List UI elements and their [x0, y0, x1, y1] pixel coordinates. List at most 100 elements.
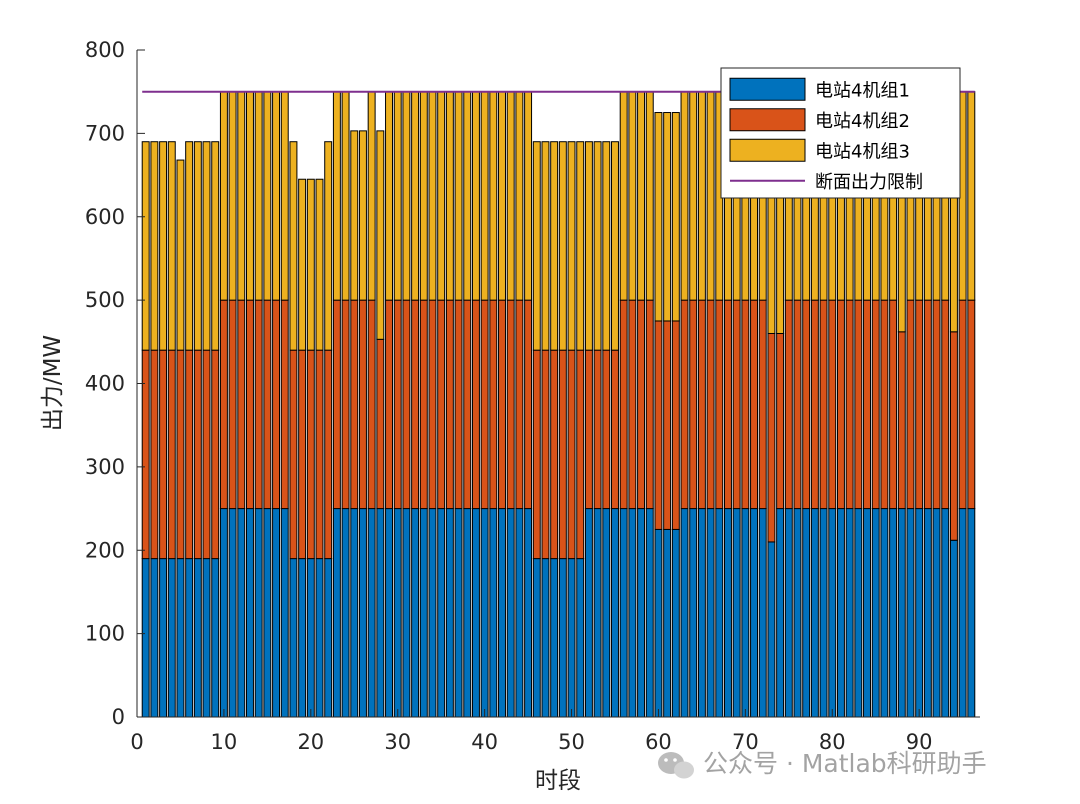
- bar-seg-2-t26: [358, 299, 367, 510]
- bar-seg-1-t3: [159, 558, 168, 718]
- bar-seg-2-t37: [454, 299, 463, 510]
- bar-seg-1-t58: [637, 508, 646, 718]
- bar-seg-2-t51: [576, 349, 585, 560]
- bar-seg-1-t29: [385, 508, 393, 718]
- bar-seg-2-t50: [567, 349, 576, 560]
- bar-seg-1-t20: [306, 558, 315, 718]
- bar-seg-2-t80: [828, 299, 837, 510]
- bar-seg-3-t13: [246, 91, 254, 301]
- bar-seg-1-t64: [689, 508, 698, 718]
- y-tick-label: 0: [112, 705, 125, 729]
- bar-seg-2-t73: [767, 332, 776, 543]
- bar-seg-3-t48: [550, 141, 559, 351]
- bar-seg-2-t2: [150, 349, 159, 560]
- bar-seg-1-t75: [784, 508, 793, 718]
- bar-seg-1-t92: [932, 508, 941, 718]
- bar-seg-1-t96: [967, 508, 976, 718]
- bar-seg-1-t55: [611, 508, 619, 718]
- bar-seg-3-t1: [141, 141, 150, 351]
- bar-seg-2-t52: [584, 349, 593, 510]
- legend-label-4: 断面出力限制: [815, 172, 923, 193]
- bar-seg-3-t27: [367, 91, 376, 301]
- watermark-text: 公众号 · Matlab科研助手: [703, 749, 987, 778]
- y-tick-label: 800: [85, 38, 125, 62]
- bar-seg-3-t31: [402, 91, 411, 301]
- bar-seg-1-t80: [828, 508, 837, 718]
- bar-seg-1-t38: [463, 508, 472, 718]
- bar-seg-1-t71: [750, 508, 759, 718]
- x-tick-label: 80: [819, 730, 846, 754]
- bar-seg-3-t18: [289, 141, 298, 351]
- bars-layer: [141, 91, 976, 718]
- bar-seg-1-t47: [541, 558, 550, 718]
- bar-seg-1-t79: [819, 508, 828, 718]
- bar-seg-2-t95: [958, 299, 967, 510]
- bar-seg-2-t83: [854, 299, 863, 510]
- bar-seg-2-t46: [532, 349, 541, 560]
- y-tick-label: 100: [85, 622, 125, 646]
- bar-seg-1-t11: [228, 508, 237, 718]
- bar-seg-1-t81: [836, 508, 845, 718]
- bar-seg-1-t83: [854, 508, 863, 718]
- bar-seg-2-t54: [602, 349, 611, 510]
- x-axis-title: 时段: [535, 768, 581, 794]
- bar-seg-3-t53: [593, 141, 602, 351]
- bar-seg-3-t38: [463, 91, 472, 301]
- bar-seg-3-t41: [489, 91, 498, 301]
- bar-seg-1-t37: [454, 508, 463, 718]
- bar-seg-3-t15: [263, 91, 272, 301]
- bar-seg-3-t19: [298, 178, 307, 351]
- bar-seg-1-t63: [680, 508, 689, 718]
- bar-seg-2-t36: [445, 299, 454, 510]
- bar-seg-2-t85: [871, 299, 880, 510]
- bar-seg-2-t6: [185, 349, 194, 560]
- legend-label-3: 电站4机组3: [815, 141, 910, 162]
- bar-seg-3-t54: [602, 141, 611, 351]
- bar-seg-2-t56: [619, 299, 628, 510]
- bar-seg-1-t19: [298, 558, 307, 718]
- bar-seg-1-t32: [411, 508, 420, 718]
- bar-seg-2-t91: [923, 299, 932, 510]
- bar-seg-2-t38: [463, 299, 472, 510]
- bar-seg-2-t59: [645, 299, 654, 510]
- bar-seg-3-t28: [376, 130, 385, 340]
- bar-seg-3-t66: [706, 91, 715, 301]
- bar-seg-2-t67: [715, 299, 724, 510]
- bar-seg-2-t22: [324, 349, 333, 560]
- bar-seg-3-t2: [150, 141, 159, 351]
- bar-seg-1-t22: [324, 558, 333, 718]
- bar-seg-1-t60: [654, 528, 663, 718]
- bar-seg-2-t53: [593, 349, 602, 510]
- bar-seg-3-t36: [445, 91, 454, 301]
- x-tick-label: 90: [906, 730, 933, 754]
- bar-seg-3-t62: [671, 112, 680, 322]
- bar-seg-1-t6: [185, 558, 194, 718]
- bar-seg-1-t87: [889, 508, 898, 718]
- bar-seg-3-t24: [341, 91, 350, 301]
- bar-seg-1-t52: [584, 508, 593, 718]
- bar-seg-2-t8: [202, 349, 211, 560]
- bar-seg-2-t15: [263, 299, 272, 510]
- bar-seg-3-t63: [680, 91, 689, 301]
- bar-seg-2-t62: [671, 320, 680, 530]
- bar-seg-1-t2: [150, 558, 159, 718]
- bar-seg-1-t41: [489, 508, 498, 718]
- bar-seg-3-t16: [272, 91, 281, 301]
- bar-seg-3-t59: [645, 91, 654, 301]
- bar-seg-2-t19: [298, 349, 307, 560]
- bar-seg-1-t14: [254, 508, 263, 718]
- bar-seg-2-t58: [637, 299, 646, 510]
- bar-seg-1-t90: [915, 508, 924, 718]
- bar-seg-2-t49: [558, 349, 567, 560]
- bar-seg-3-t58: [637, 91, 646, 301]
- bar-seg-1-t57: [628, 508, 637, 718]
- bar-seg-1-t21: [315, 558, 324, 718]
- bar-seg-2-t42: [498, 299, 506, 510]
- bar-seg-1-t28: [376, 508, 385, 718]
- bar-seg-3-t40: [480, 91, 489, 301]
- bar-seg-2-t48: [550, 349, 559, 560]
- bar-seg-2-t16: [272, 299, 281, 510]
- bar-seg-2-t34: [428, 299, 437, 510]
- x-tick-label: 20: [297, 730, 324, 754]
- bar-seg-3-t21: [315, 178, 324, 351]
